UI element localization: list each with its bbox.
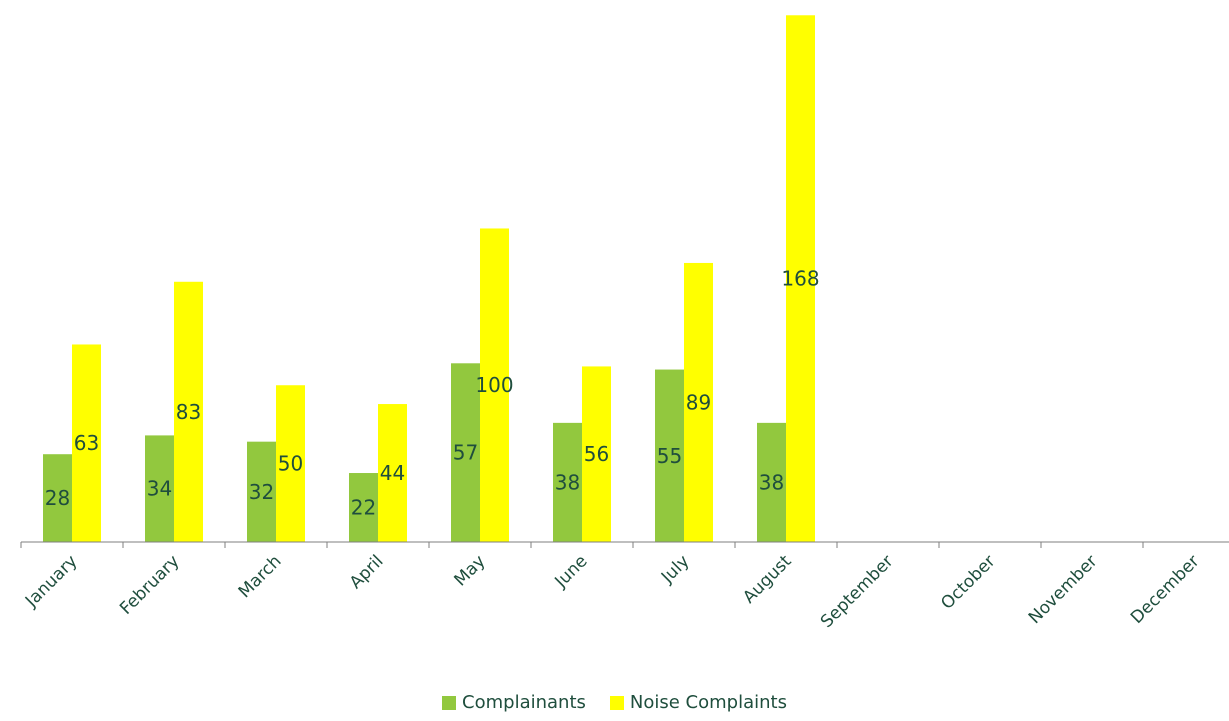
x-axis: January February March April May June July Augu… — [20, 541, 1229, 632]
bar-complainants-april — [349, 473, 378, 542]
bar-noise-complaints-april — [378, 404, 407, 542]
bar-complainants-february — [145, 435, 174, 542]
bar-noise-complaints-august — [786, 15, 815, 543]
bar-complainants-august — [757, 422, 786, 542]
bar-noise-complaints-march — [276, 385, 305, 542]
data-label-noise-complaints-april: 44 — [380, 461, 405, 485]
data-label-complainants-february: 34 — [147, 477, 172, 501]
x-tick-label-december: December — [1127, 551, 1203, 627]
bar-noise-complaints-may — [480, 228, 509, 542]
data-label-noise-complaints-june: 56 — [584, 442, 609, 466]
bar-noise-complaints-july — [684, 262, 713, 542]
x-tick-label-may: May — [451, 551, 490, 590]
data-label-noise-complaints-march: 50 — [278, 452, 303, 476]
x-tick-label-june: June — [551, 551, 592, 592]
data-label-noise-complaints-may: 100 — [475, 373, 513, 397]
x-tick-label-october: October — [937, 551, 999, 613]
data-label-complainants-july: 55 — [657, 444, 682, 468]
legend-item-noise-complaints: Noise Complaints — [609, 692, 787, 713]
data-label-noise-complaints-july: 89 — [686, 390, 711, 414]
bar-noise-complaints-february — [174, 281, 203, 542]
x-tick-label-november: November — [1025, 551, 1102, 628]
data-label-complainants-january: 28 — [45, 486, 70, 510]
x-tick-label-april: April — [346, 551, 388, 593]
data-label-complainants-august: 38 — [759, 470, 784, 494]
data-label-complainants-april: 22 — [351, 496, 376, 520]
data-label-complainants-may: 57 — [453, 441, 478, 465]
data-label-complainants-march: 32 — [249, 480, 274, 504]
legend-label-noise-complaints: Noise Complaints — [629, 692, 787, 713]
bar-noise-complaints-january — [72, 344, 101, 542]
data-label-noise-complaints-august: 168 — [781, 267, 819, 291]
legend-label-complainants: Complainants — [462, 692, 586, 713]
x-tick-label-march: March — [235, 551, 286, 602]
bar-noise-complaints-june — [582, 366, 611, 542]
bar-complainants-may — [451, 363, 480, 542]
data-label-noise-complaints-january: 63 — [74, 431, 99, 455]
legend-swatch-complainants — [442, 695, 457, 710]
legend: Complainants Noise Complaints — [0, 692, 1229, 713]
x-tick-label-september: September — [817, 551, 898, 632]
legend-item-complainants: Complainants — [442, 692, 586, 713]
x-tick-label-august: August — [739, 551, 795, 607]
x-tick-label-february: February — [116, 551, 183, 618]
bar-complainants-january — [43, 454, 72, 542]
bars-layer — [43, 15, 815, 543]
bar-complainants-june — [553, 422, 582, 542]
data-label-complainants-june: 38 — [555, 470, 580, 494]
x-tick-label-january: January — [21, 551, 81, 611]
bar-complainants-march — [247, 441, 276, 542]
bar-complainants-july — [655, 369, 684, 542]
data-label-noise-complaints-february: 83 — [176, 400, 201, 424]
legend-swatch-noise-complaints — [609, 695, 624, 710]
x-tick-label-july: July — [657, 551, 693, 587]
